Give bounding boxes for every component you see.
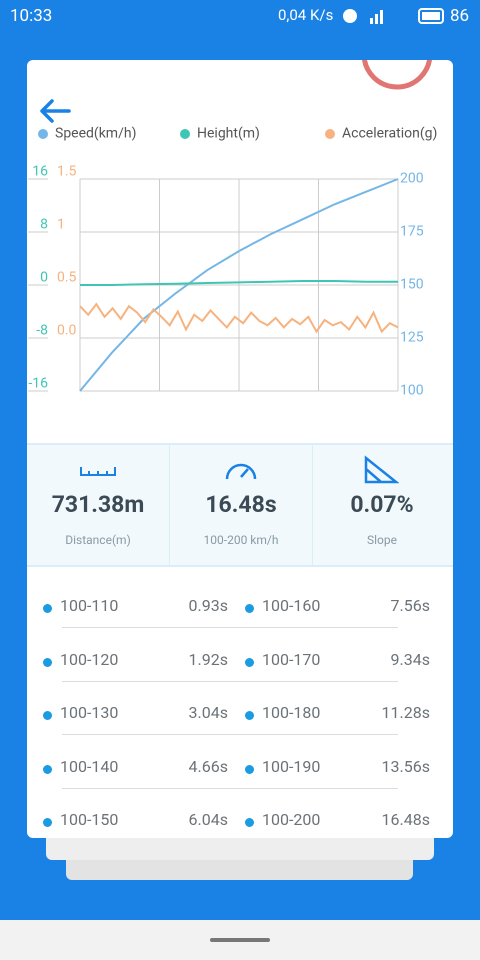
- legend-swatch: [180, 129, 190, 139]
- bullet: [43, 657, 52, 667]
- time-value: 1.92s: [188, 649, 228, 669]
- stat: 731.38m Distance(m): [27, 445, 169, 565]
- bullet: [245, 711, 254, 720]
- time-value: 16.48s: [381, 810, 430, 829]
- range-label: 100-170: [262, 649, 321, 669]
- bullet: [43, 764, 52, 774]
- tick-label: -16: [28, 376, 48, 392]
- bullet: [43, 604, 52, 613]
- range-label: 100-130: [60, 703, 119, 722]
- range-label: 100-120: [60, 649, 119, 669]
- tick-label: 1.5: [57, 164, 77, 180]
- time-value: 4.66s: [188, 756, 228, 776]
- net-speed: 0,04 K/s: [278, 6, 334, 24]
- bullet: [43, 711, 52, 720]
- time-value: 7.56s: [390, 596, 430, 615]
- tick-label: 175: [400, 224, 424, 240]
- bullet: [245, 818, 254, 827]
- stats-panel: 731.38m Distance(m) 16.48s 100-200 km/h …: [27, 443, 453, 567]
- tick-label: 0: [40, 270, 48, 286]
- separator: [62, 627, 398, 628]
- series-line: [80, 280, 398, 286]
- time-value: 3.04s: [188, 703, 228, 722]
- legend-swatch: [38, 129, 48, 139]
- card: Speed(km/h) Height(m) Acceleration(g) 16 8 0 -…: [27, 60, 453, 838]
- tick-label: 150: [400, 277, 424, 293]
- range-label: 100-160: [262, 596, 321, 615]
- slope-icon: [364, 455, 399, 484]
- stat: 16.48s 100-200 km/h: [169, 445, 313, 565]
- bullet: [43, 818, 52, 827]
- range-label: 100-190: [262, 756, 321, 776]
- legend-label: Height(m): [197, 126, 260, 142]
- time-value: 9.34s: [390, 649, 430, 669]
- stat-value: 16.48s: [205, 491, 277, 518]
- time-value: 13.56s: [381, 756, 430, 776]
- tick-label: 8: [40, 217, 48, 233]
- tick-label: 16: [32, 164, 48, 180]
- time-value: 11.28s: [381, 703, 430, 722]
- tick-label: -8: [36, 323, 48, 339]
- bullet: [245, 604, 254, 613]
- range-label: 100-110: [60, 596, 119, 615]
- battery-icon: [418, 8, 444, 24]
- range-label: 100-140: [60, 756, 119, 776]
- back-button[interactable]: [37, 98, 77, 128]
- ruler-icon: [80, 467, 116, 476]
- stat-label: Distance(m): [65, 533, 131, 547]
- series-line: [79, 302, 399, 334]
- gauge-icon: [225, 463, 257, 480]
- nav-bar: [0, 920, 480, 960]
- legend-swatch: [325, 129, 335, 139]
- stat-label: 100-200 km/h: [203, 533, 279, 547]
- clock: 10:33: [10, 6, 53, 26]
- range-label: 100-200: [262, 810, 321, 829]
- range-label: 100-150: [60, 810, 119, 829]
- tick-label: 125: [400, 330, 424, 346]
- stat-value: 731.38m: [51, 491, 145, 518]
- tick-label: 200: [400, 171, 424, 187]
- stat-label: Slope: [367, 533, 397, 547]
- time-value: 0.93s: [188, 596, 228, 615]
- tick-label: 0.0: [57, 323, 77, 339]
- bullet: [245, 764, 254, 774]
- stamp: [362, 60, 432, 90]
- legend-label: Acceleration(g): [342, 126, 437, 142]
- series-line: [79, 178, 399, 392]
- status-bar: 10:33 0,04 K/s 86: [0, 0, 480, 32]
- legend-label: Speed(km/h): [55, 126, 136, 142]
- separator: [62, 680, 398, 682]
- stat: 0.07% Slope: [311, 445, 453, 565]
- time-value: 6.04s: [188, 810, 228, 829]
- chart: Speed(km/h) Height(m) Acceleration(g) 16 8 0 -…: [28, 126, 437, 399]
- tick-label: 1: [57, 217, 65, 233]
- stat-value: 0.07%: [350, 491, 414, 518]
- home-handle[interactable]: [210, 938, 270, 942]
- separator: [62, 787, 398, 789]
- bullet: [245, 657, 254, 667]
- status-icons: [343, 9, 383, 24]
- separator: [62, 734, 398, 735]
- tick-label: 0.5: [57, 270, 77, 286]
- range-label: 100-180: [262, 703, 321, 722]
- tick-label: 100: [400, 383, 424, 399]
- battery-level: 86: [450, 6, 470, 26]
